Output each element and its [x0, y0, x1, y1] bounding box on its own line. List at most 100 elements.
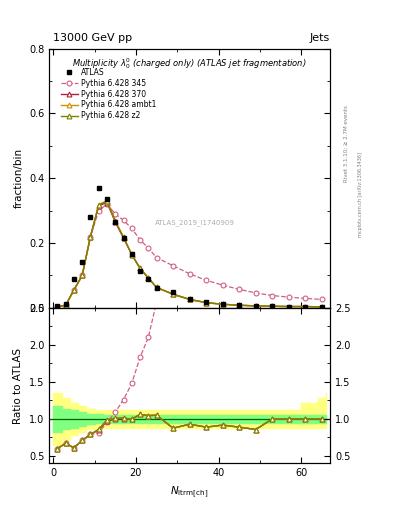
Pythia 6.428 370 [138, 265, 142, 271]
Pythia 6.428 370 [146, 275, 151, 281]
Pythia 6.428 ambt1 [154, 284, 159, 290]
Legend: ATLAS, Pythia 6.428 345, Pythia 6.428 370, Pythia 6.428 ambt1, Pythia 6.428 z2: ATLAS, Pythia 6.428 345, Pythia 6.428 37… [58, 65, 159, 123]
Pythia 6.428 345 [55, 304, 60, 310]
Pythia 6.428 370 [220, 301, 225, 307]
Pythia 6.428 345 [253, 290, 258, 296]
Pythia 6.428 345 [270, 292, 275, 298]
ATLAS [237, 302, 242, 308]
Pythia 6.428 z2 [270, 303, 275, 309]
Text: Jets: Jets [310, 33, 330, 43]
Pythia 6.428 345 [88, 233, 93, 240]
Pythia 6.428 370 [154, 284, 159, 290]
Text: Rivet 3.1.10; ≥ 2.7M events: Rivet 3.1.10; ≥ 2.7M events [344, 105, 349, 182]
ATLAS [80, 260, 84, 266]
Pythia 6.428 z2 [253, 303, 258, 309]
Pythia 6.428 z2 [146, 275, 151, 281]
Pythia 6.428 370 [303, 304, 308, 310]
Pythia 6.428 370 [253, 303, 258, 309]
Y-axis label: fraction/bin: fraction/bin [13, 148, 23, 208]
Pythia 6.428 345 [286, 294, 291, 300]
ATLAS [270, 303, 275, 309]
Pythia 6.428 345 [96, 207, 101, 214]
Pythia 6.428 z2 [237, 302, 242, 308]
Pythia 6.428 z2 [204, 300, 209, 306]
ATLAS [63, 301, 68, 307]
ATLAS [187, 296, 192, 302]
Pythia 6.428 z2 [129, 251, 134, 258]
X-axis label: $N_{\mathrm{ltrm[ch]}}$: $N_{\mathrm{ltrm[ch]}}$ [171, 484, 209, 500]
Pythia 6.428 z2 [55, 304, 60, 310]
Pythia 6.428 z2 [154, 284, 159, 290]
Pythia 6.428 z2 [80, 272, 84, 279]
Pythia 6.428 z2 [88, 233, 93, 240]
Pythia 6.428 ambt1 [80, 272, 84, 279]
ATLAS [129, 251, 134, 258]
ATLAS [72, 275, 76, 282]
Pythia 6.428 ambt1 [96, 202, 101, 208]
Pythia 6.428 ambt1 [303, 304, 308, 310]
Pythia 6.428 ambt1 [187, 296, 192, 303]
ATLAS [55, 303, 60, 309]
Pythia 6.428 ambt1 [88, 233, 93, 240]
Pythia 6.428 370 [171, 291, 175, 297]
ATLAS [121, 235, 126, 241]
ATLAS [105, 196, 109, 202]
Pythia 6.428 345 [237, 286, 242, 292]
Line: Pythia 6.428 345: Pythia 6.428 345 [55, 202, 324, 309]
Pythia 6.428 z2 [121, 234, 126, 240]
Pythia 6.428 345 [105, 201, 109, 207]
Pythia 6.428 ambt1 [72, 287, 76, 293]
Pythia 6.428 345 [80, 272, 84, 279]
ATLAS [253, 303, 258, 309]
Pythia 6.428 345 [63, 302, 68, 308]
Pythia 6.428 370 [55, 304, 60, 310]
Text: Multiplicity $\lambda_0^0$ (charged only) (ATLAS jet fragmentation): Multiplicity $\lambda_0^0$ (charged only… [72, 56, 307, 71]
Pythia 6.428 z2 [286, 304, 291, 310]
Pythia 6.428 370 [237, 302, 242, 308]
ATLAS [303, 304, 308, 310]
ATLAS [113, 219, 118, 225]
Pythia 6.428 370 [121, 235, 126, 241]
Pythia 6.428 z2 [220, 301, 225, 307]
Line: Pythia 6.428 z2: Pythia 6.428 z2 [55, 199, 324, 309]
ATLAS [146, 276, 151, 283]
Pythia 6.428 345 [121, 217, 126, 223]
Text: mcplots.cern.ch [arXiv:1306.3436]: mcplots.cern.ch [arXiv:1306.3436] [358, 152, 363, 237]
Pythia 6.428 345 [129, 225, 134, 231]
Pythia 6.428 345 [171, 263, 175, 269]
Pythia 6.428 370 [320, 304, 324, 310]
Pythia 6.428 z2 [320, 304, 324, 310]
ATLAS [286, 304, 291, 310]
Pythia 6.428 345 [204, 277, 209, 283]
Pythia 6.428 370 [96, 203, 101, 209]
Y-axis label: Ratio to ATLAS: Ratio to ATLAS [13, 348, 23, 423]
ATLAS [204, 299, 209, 305]
Pythia 6.428 ambt1 [270, 303, 275, 309]
Pythia 6.428 ambt1 [204, 300, 209, 306]
Pythia 6.428 ambt1 [286, 304, 291, 310]
Pythia 6.428 370 [270, 303, 275, 309]
Pythia 6.428 z2 [63, 302, 68, 308]
Pythia 6.428 370 [286, 304, 291, 310]
Pythia 6.428 345 [113, 211, 118, 217]
ATLAS [138, 267, 142, 273]
Pythia 6.428 ambt1 [63, 302, 68, 308]
Pythia 6.428 345 [138, 237, 142, 243]
Text: ATLAS_2019_I1740909: ATLAS_2019_I1740909 [155, 219, 235, 226]
Pythia 6.428 345 [320, 296, 324, 303]
Pythia 6.428 z2 [105, 198, 109, 204]
Pythia 6.428 370 [63, 302, 68, 308]
Line: Pythia 6.428 370: Pythia 6.428 370 [55, 200, 324, 309]
Pythia 6.428 345 [220, 282, 225, 288]
Pythia 6.428 z2 [303, 304, 308, 310]
Pythia 6.428 z2 [96, 202, 101, 208]
ATLAS [320, 304, 324, 310]
Pythia 6.428 z2 [72, 287, 76, 293]
Pythia 6.428 370 [187, 296, 192, 303]
Pythia 6.428 345 [72, 287, 76, 293]
Pythia 6.428 ambt1 [129, 251, 134, 258]
Pythia 6.428 z2 [187, 296, 192, 303]
Pythia 6.428 345 [146, 245, 151, 251]
Pythia 6.428 ambt1 [113, 218, 118, 224]
Pythia 6.428 ambt1 [220, 301, 225, 307]
